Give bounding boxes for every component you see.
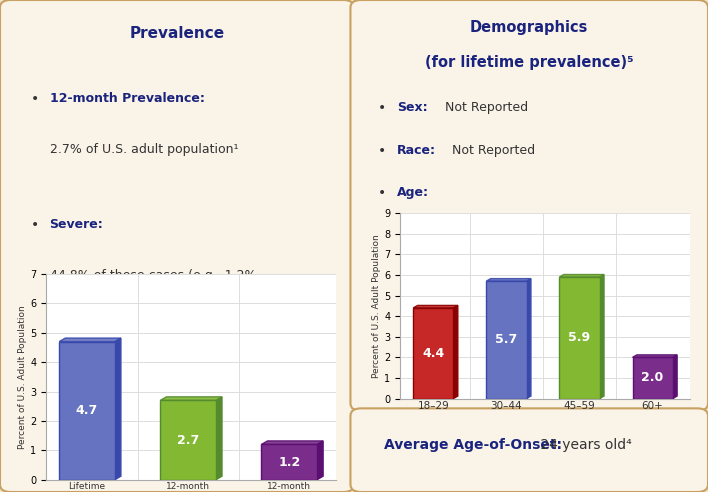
Text: •: •: [378, 101, 386, 115]
Polygon shape: [527, 278, 531, 399]
Y-axis label: Percent of U.S. Adult Population: Percent of U.S. Adult Population: [372, 234, 382, 378]
Bar: [59, 341, 115, 480]
Polygon shape: [632, 355, 677, 357]
Polygon shape: [413, 306, 458, 308]
Text: 2.7: 2.7: [177, 433, 199, 447]
Y-axis label: Percent of U.S. Adult Population: Percent of U.S. Adult Population: [18, 305, 28, 449]
Polygon shape: [115, 338, 121, 480]
Bar: [261, 444, 317, 480]
Text: •: •: [378, 144, 386, 157]
Bar: [632, 357, 673, 399]
Polygon shape: [600, 275, 604, 399]
Polygon shape: [559, 275, 604, 277]
Text: Severe:: Severe:: [50, 218, 103, 231]
Polygon shape: [216, 397, 222, 480]
Text: 4.7: 4.7: [76, 404, 98, 417]
Polygon shape: [59, 338, 121, 341]
Text: “severe”²: “severe”²: [50, 363, 109, 376]
Bar: [413, 308, 453, 399]
Polygon shape: [317, 441, 323, 480]
Text: 12-month Prevalence:: 12-month Prevalence:: [50, 92, 205, 105]
Text: Not Reported: Not Reported: [445, 101, 529, 114]
Text: Demographics: Demographics: [470, 20, 588, 35]
Text: •: •: [378, 186, 386, 200]
Polygon shape: [453, 306, 458, 399]
Text: Age:: Age:: [397, 186, 429, 199]
Text: Not Reported: Not Reported: [452, 144, 535, 156]
Text: of U.S. adult population) are classified as: of U.S. adult population) are classified…: [50, 316, 307, 329]
Polygon shape: [160, 397, 222, 400]
Bar: [160, 400, 216, 480]
Text: •: •: [30, 218, 39, 232]
Text: 2.0: 2.0: [641, 371, 663, 384]
Text: Average Age-of-Onset:: Average Age-of-Onset:: [384, 438, 562, 452]
Text: Sex:: Sex:: [397, 101, 428, 114]
Text: 44.8% of these cases (e.g., 1.2%: 44.8% of these cases (e.g., 1.2%: [50, 270, 256, 282]
Polygon shape: [486, 278, 531, 281]
Polygon shape: [261, 441, 323, 444]
Text: 1.2: 1.2: [278, 456, 300, 468]
Text: Prevalence: Prevalence: [130, 26, 224, 41]
Bar: [486, 281, 527, 399]
Text: Race:: Race:: [397, 144, 436, 156]
Bar: [559, 277, 600, 399]
Polygon shape: [673, 355, 677, 399]
Text: •: •: [30, 92, 39, 106]
Text: (for lifetime prevalence)⁵: (for lifetime prevalence)⁵: [425, 55, 634, 70]
Text: 4.4: 4.4: [422, 347, 445, 360]
Text: 24 years old⁴: 24 years old⁴: [536, 438, 632, 452]
Text: 5.7: 5.7: [496, 333, 518, 346]
Text: 2.7% of U.S. adult population¹: 2.7% of U.S. adult population¹: [50, 143, 238, 156]
Text: 5.9: 5.9: [569, 331, 590, 344]
